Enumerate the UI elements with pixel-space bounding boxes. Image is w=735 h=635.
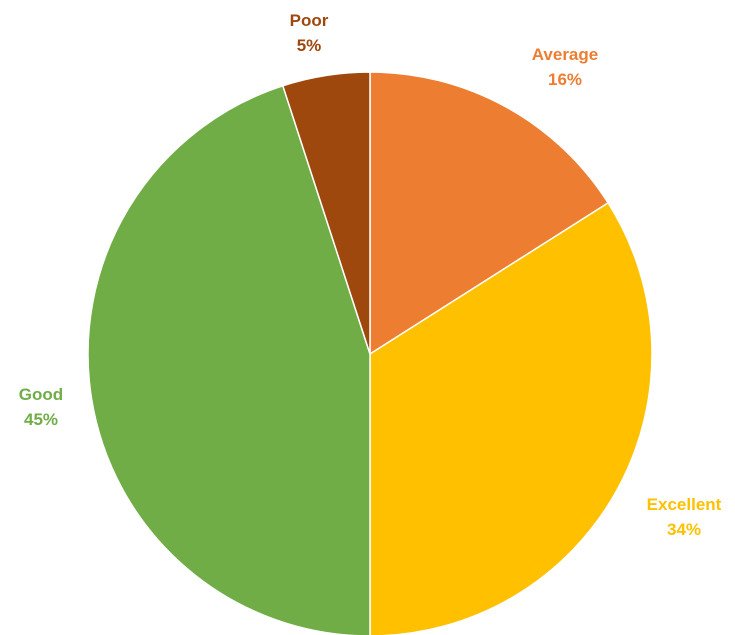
data-label-excellent: Excellent 34%: [647, 495, 722, 539]
pie-slice-excellent: [369, 201, 653, 635]
data-label-average: Average 16%: [532, 45, 598, 89]
data-label-poor: Poor 5%: [290, 11, 329, 55]
data-label-value: 45%: [24, 410, 58, 429]
data-label-value: 16%: [548, 70, 582, 89]
pie-slice-average: [369, 71, 610, 356]
pie-slices: [87, 71, 653, 635]
pie-labels: Average 16% Excellent 34% Good 45% Poor 5%: [19, 11, 722, 539]
data-label-name: Excellent: [647, 495, 722, 514]
data-label-name: Average: [532, 45, 598, 64]
pie-slice-good: [87, 84, 371, 635]
data-label-good: Good 45%: [19, 385, 63, 429]
data-label-value: 34%: [667, 520, 701, 539]
data-label-value: 5%: [297, 36, 322, 55]
pie-slice-poor: [281, 71, 371, 355]
data-label-name: Poor: [290, 11, 329, 30]
data-label-name: Good: [19, 385, 63, 404]
